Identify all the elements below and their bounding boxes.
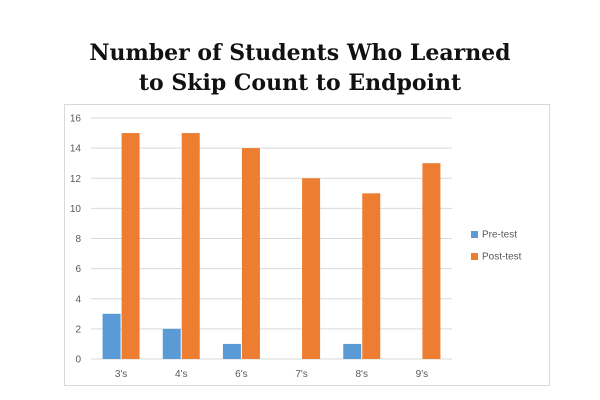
x-tick-label: 8's bbox=[356, 369, 368, 380]
legend: Pre-test Post-test bbox=[471, 230, 522, 263]
chart-frame bbox=[64, 104, 550, 386]
bars bbox=[102, 133, 441, 359]
post-test-bar bbox=[181, 133, 200, 359]
post-test-bar bbox=[422, 163, 441, 359]
x-axis-tick-labels: 3's 4's 6's 7's 8's 9's bbox=[115, 369, 428, 380]
legend-label-pre-test: Pre-test bbox=[482, 230, 517, 241]
y-axis-tick-labels: 0 2 4 6 8 10 12 14 16 bbox=[70, 114, 82, 366]
y-tick-label: 14 bbox=[70, 144, 82, 155]
pre-test-bar bbox=[343, 343, 362, 359]
chart-title-line-1: Number of Students Who Learned bbox=[89, 40, 511, 66]
legend-label-post-test: Post-test bbox=[482, 252, 522, 263]
post-test-bar bbox=[362, 193, 381, 359]
y-tick-label: 4 bbox=[75, 294, 81, 305]
y-tick-label: 0 bbox=[75, 355, 81, 366]
post-test-bar bbox=[121, 133, 140, 359]
y-tick-label: 10 bbox=[70, 204, 82, 215]
legend-swatch-pre-test bbox=[471, 231, 478, 238]
pre-test-bar bbox=[222, 343, 241, 359]
x-tick-label: 7's bbox=[295, 369, 307, 380]
chart-title: Number of Students Who Learned to Skip C… bbox=[0, 38, 600, 98]
y-tick-label: 16 bbox=[70, 114, 82, 125]
x-tick-label: 4's bbox=[175, 369, 187, 380]
x-tick-label: 9's bbox=[416, 369, 428, 380]
y-tick-label: 12 bbox=[70, 174, 82, 185]
pre-test-bar bbox=[102, 313, 121, 359]
y-tick-label: 6 bbox=[75, 264, 81, 275]
post-test-bar bbox=[302, 178, 321, 359]
pre-test-bar bbox=[162, 328, 181, 359]
legend-swatch-post-test bbox=[471, 253, 478, 260]
gridlines bbox=[91, 117, 452, 360]
post-test-bar bbox=[241, 148, 260, 359]
y-tick-label: 2 bbox=[75, 324, 81, 335]
y-tick-label: 8 bbox=[75, 234, 81, 245]
chart-title-line-2: to Skip Count to Endpoint bbox=[138, 70, 462, 96]
x-tick-label: 6's bbox=[235, 369, 247, 380]
x-tick-label: 3's bbox=[115, 369, 127, 380]
